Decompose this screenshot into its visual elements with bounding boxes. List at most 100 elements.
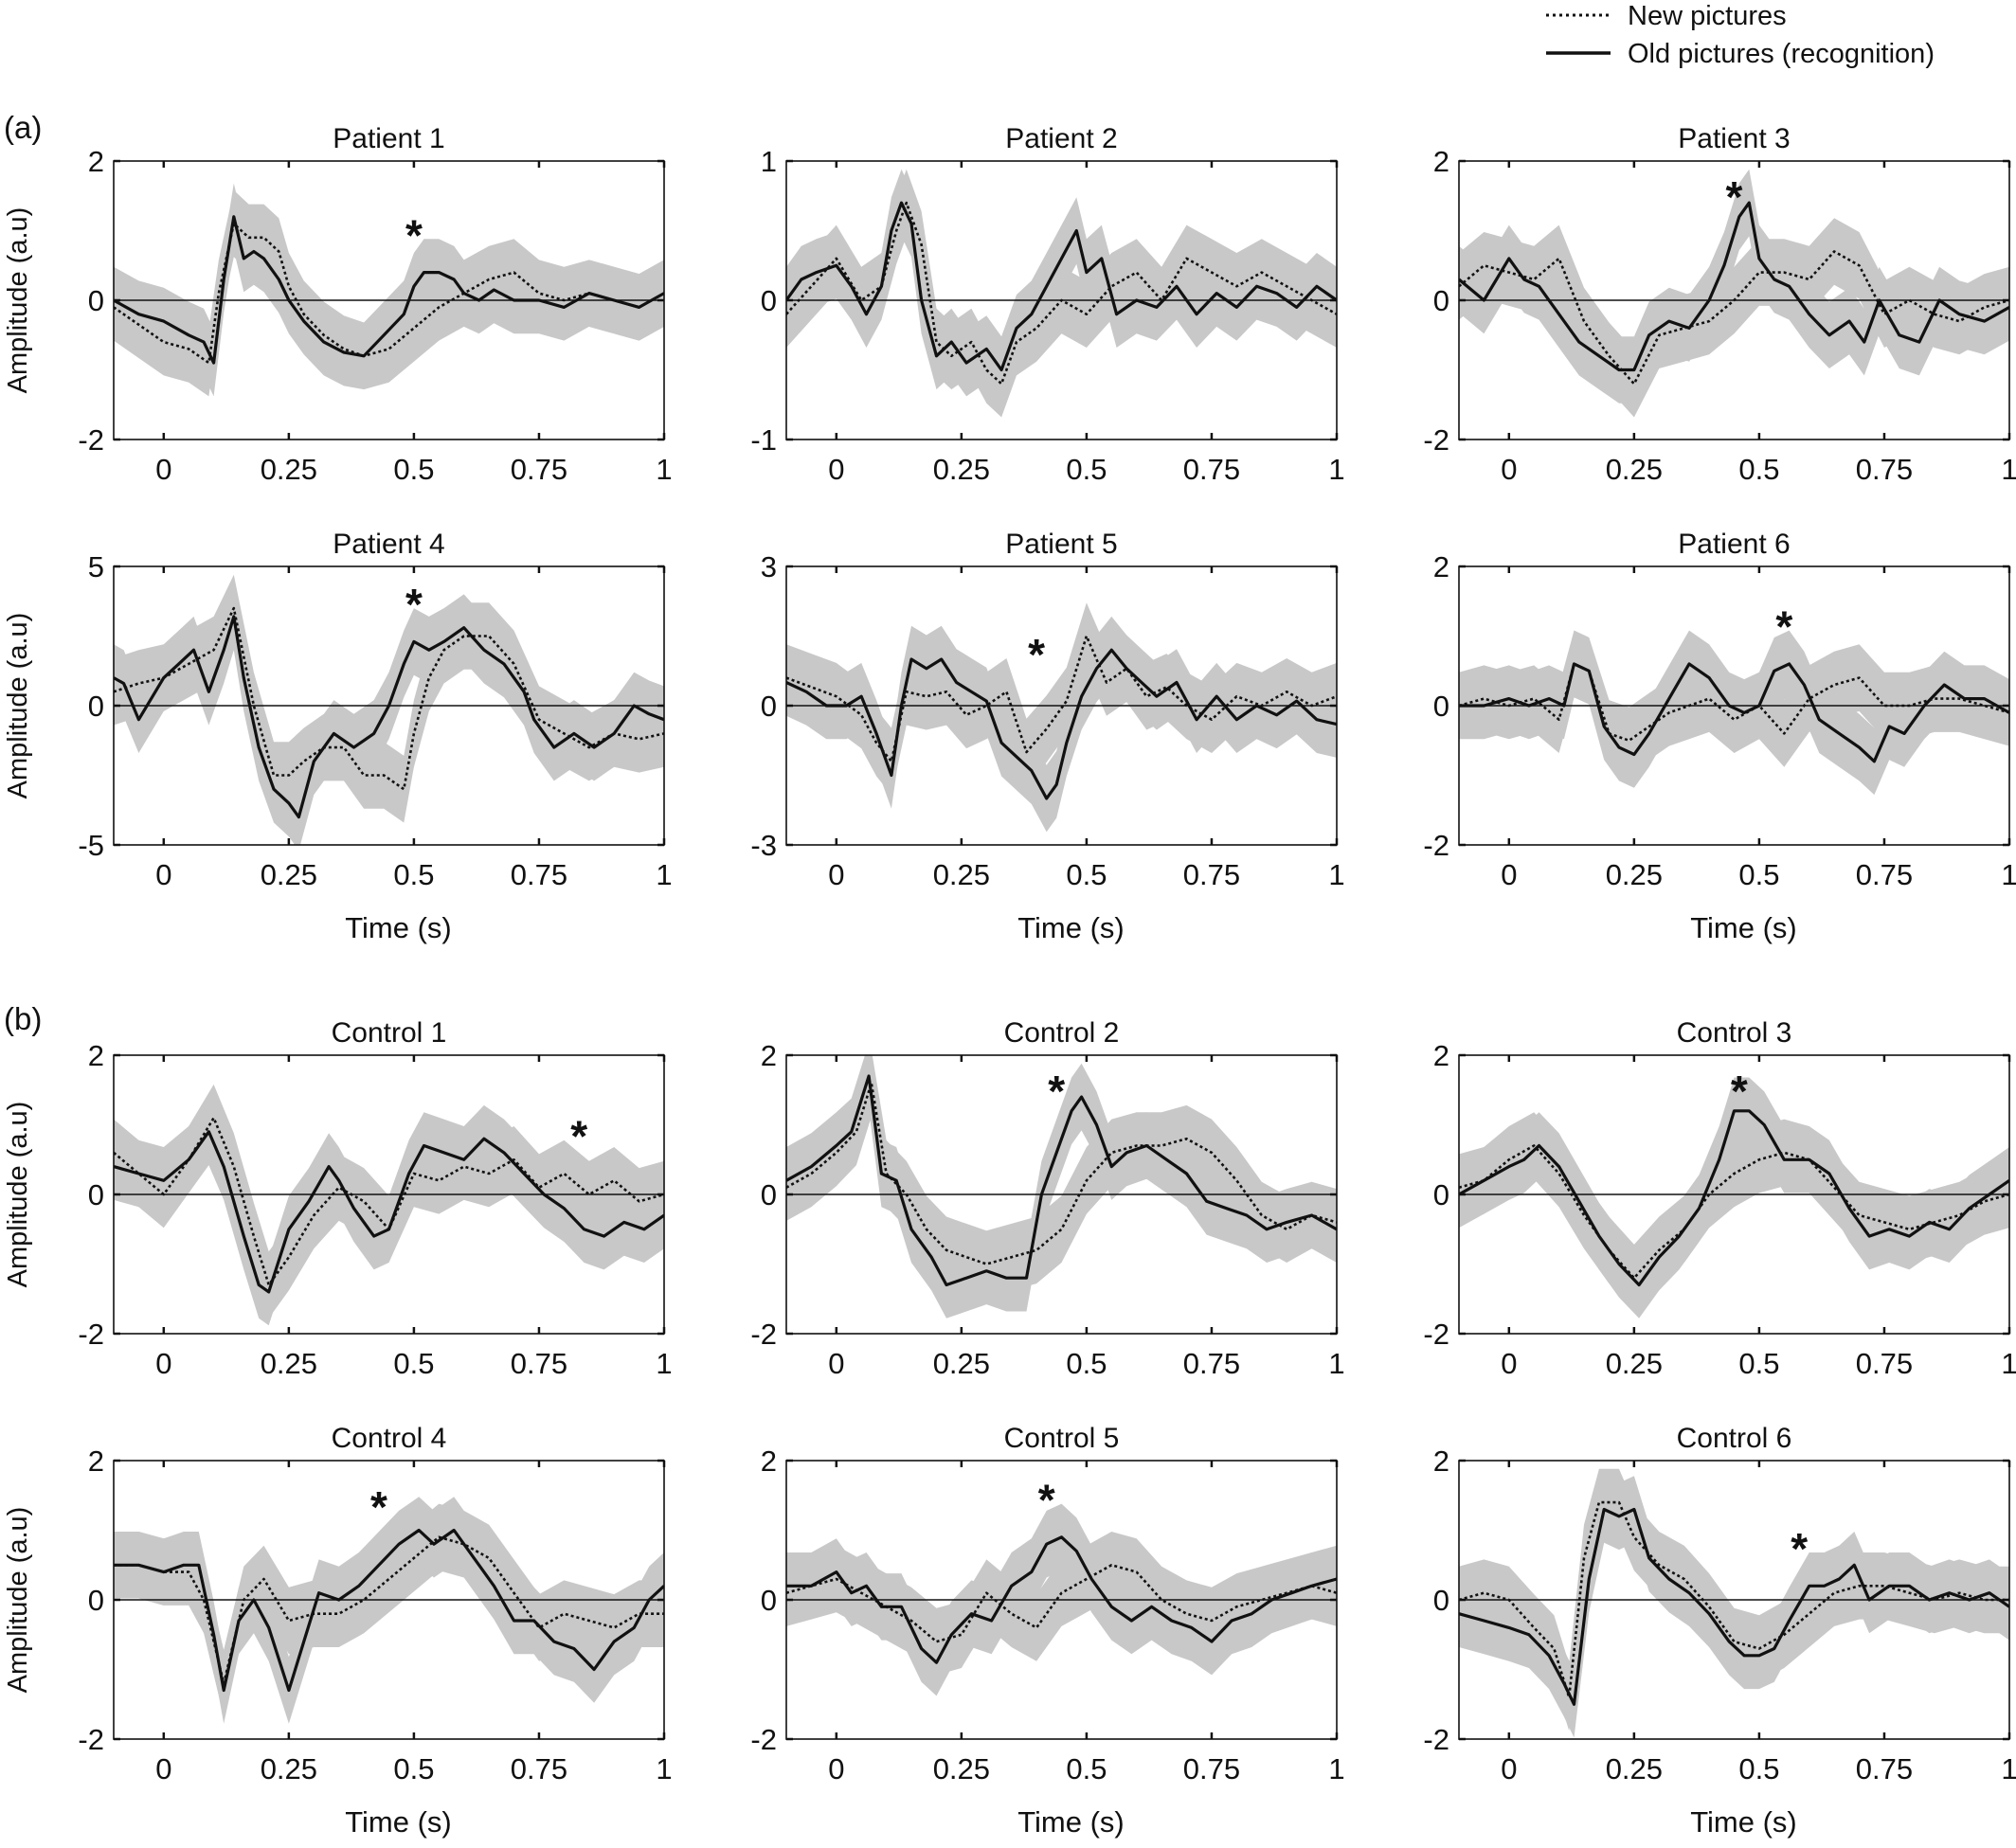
legend-label-old: Old pictures (recognition) — [1628, 39, 1935, 69]
confidence-band — [114, 583, 664, 845]
series-line-new — [114, 1535, 664, 1685]
confidence-band — [114, 1497, 664, 1724]
x-tick-label: 0.75 — [511, 1347, 567, 1380]
x-axis-label: Time (s) — [1690, 1805, 1797, 1839]
series-line-new — [114, 606, 664, 791]
plot-area — [786, 1055, 1337, 1319]
plot-area — [1459, 1077, 2009, 1319]
series-line-old — [786, 1074, 1337, 1287]
y-axis-label: Amplitude (a.u) — [3, 613, 33, 799]
y-tick-label: -3 — [750, 829, 777, 862]
x-tick-label: 0.5 — [393, 1752, 434, 1785]
y-tick-label: 0 — [761, 1178, 777, 1211]
y-tick-label: 2 — [1433, 1039, 1449, 1072]
x-axis-label: Time (s) — [1690, 911, 1797, 944]
significance-asterisk: * — [1731, 1067, 1748, 1116]
x-tick-label: 0.5 — [393, 1347, 434, 1380]
y-tick-label: -1 — [750, 423, 777, 457]
panel: 0 0.25 0.5 0.75 1 -2 0 2 Patient 3 * — [1423, 123, 2016, 486]
confidence-band — [1459, 1077, 2009, 1319]
x-tick-label: 0.75 — [1856, 453, 1913, 486]
x-tick-label: 0.25 — [933, 453, 990, 486]
x-tick-label: 1 — [656, 453, 672, 486]
confidence-band — [786, 169, 1337, 404]
panel-title: Control 4 — [332, 1423, 447, 1454]
x-tick-label: 0.5 — [1066, 1752, 1107, 1785]
series-line-new — [114, 1116, 664, 1286]
confidence-band — [114, 1503, 664, 1717]
panel: 0 0.25 0.5 0.75 1 -2 0 2 Control 3 * — [1423, 1017, 2016, 1380]
x-tick-label: 0.75 — [1856, 1347, 1913, 1380]
section-label-a: (a) — [4, 110, 42, 145]
x-tick-label: 0.5 — [1738, 453, 1779, 486]
confidence-band — [786, 602, 1337, 796]
confidence-band — [1459, 169, 2009, 404]
x-tick-label: 0.25 — [933, 1347, 990, 1380]
x-tick-label: 0.5 — [393, 453, 434, 486]
x-tick-label: 1 — [1328, 1752, 1344, 1785]
panel: 0 0.25 0.5 0.75 1 -3 0 3 Patient 5 Time (s) * — [750, 529, 1344, 944]
x-tick-label: 0.75 — [1183, 1347, 1240, 1380]
series-line-new — [1459, 1500, 2009, 1699]
y-axis-label: Amplitude (a.u) — [3, 207, 33, 394]
panel-title: Patient 1 — [333, 123, 444, 154]
panel: 0 0.25 0.5 0.75 1 -2 0 2 Control 1 Amplitude (a.u… — [3, 1017, 673, 1380]
plot-area — [1459, 630, 2009, 796]
x-tick-label: 0.75 — [511, 858, 567, 891]
y-tick-label: -2 — [78, 423, 104, 457]
plot-area — [1459, 1468, 2009, 1738]
x-tick-label: 1 — [656, 1752, 672, 1785]
series-line-old — [1459, 201, 2009, 372]
panel-title: Control 6 — [1677, 1423, 1792, 1454]
series-line-new — [1459, 250, 2009, 386]
x-tick-label: 0.25 — [1606, 1752, 1663, 1785]
legend-label-new: New pictures — [1628, 1, 1787, 31]
x-tick-label: 0.5 — [1738, 858, 1779, 891]
y-tick-label: 2 — [88, 1444, 104, 1478]
x-tick-label: 0.25 — [261, 1347, 317, 1380]
plot-area — [786, 169, 1337, 418]
y-tick-label: -2 — [78, 1723, 104, 1756]
x-tick-label: 0.5 — [1066, 858, 1107, 891]
significance-asterisk: * — [405, 210, 423, 260]
x-tick-label: 1 — [1328, 858, 1344, 891]
y-tick-label: -2 — [750, 1723, 777, 1756]
panel: 0 0.25 0.5 0.75 1 -2 0 2 Control 6 Time (s) * — [1423, 1423, 2016, 1839]
panel-title: Control 5 — [1004, 1423, 1120, 1454]
x-tick-label: 0 — [828, 858, 844, 891]
x-axis-label: Time (s) — [1017, 1805, 1125, 1839]
confidence-band — [114, 1098, 664, 1326]
confidence-band — [114, 574, 664, 823]
series-line-new — [786, 1564, 1337, 1643]
x-tick-label: 0.75 — [511, 1752, 567, 1785]
series-line-old — [786, 648, 1337, 800]
x-tick-label: 1 — [2001, 1347, 2016, 1380]
x-tick-label: 0.25 — [1606, 858, 1663, 891]
series-line-old — [114, 1528, 664, 1693]
plot-area — [114, 1084, 664, 1326]
series-line-old — [786, 1535, 1337, 1664]
x-tick-label: 0.25 — [1606, 453, 1663, 486]
panel-title: Control 2 — [1004, 1017, 1120, 1049]
y-tick-label: 0 — [88, 690, 104, 723]
x-tick-label: 0.5 — [1066, 453, 1107, 486]
y-tick-label: 0 — [1433, 1584, 1449, 1617]
x-tick-label: 0.75 — [1856, 858, 1913, 891]
x-tick-label: 1 — [2001, 1752, 2016, 1785]
x-tick-label: 0.25 — [261, 858, 317, 891]
y-tick-label: 2 — [761, 1039, 777, 1072]
x-tick-label: 0 — [1501, 453, 1517, 486]
significance-asterisk: * — [1028, 630, 1045, 679]
x-tick-label: 0 — [155, 858, 171, 891]
y-tick-label: 0 — [761, 1584, 777, 1617]
x-tick-label: 0.25 — [933, 1752, 990, 1785]
series-line-old — [1459, 1507, 2009, 1706]
x-tick-label: 0 — [828, 1752, 844, 1785]
confidence-band — [786, 169, 1337, 418]
series-line-old — [1459, 1109, 2009, 1287]
x-tick-label: 0 — [828, 453, 844, 486]
x-tick-label: 0 — [155, 1752, 171, 1785]
panel-title: Patient 4 — [333, 529, 444, 560]
panel-title: Control 3 — [1677, 1017, 1792, 1049]
y-tick-label: 0 — [1433, 284, 1449, 317]
